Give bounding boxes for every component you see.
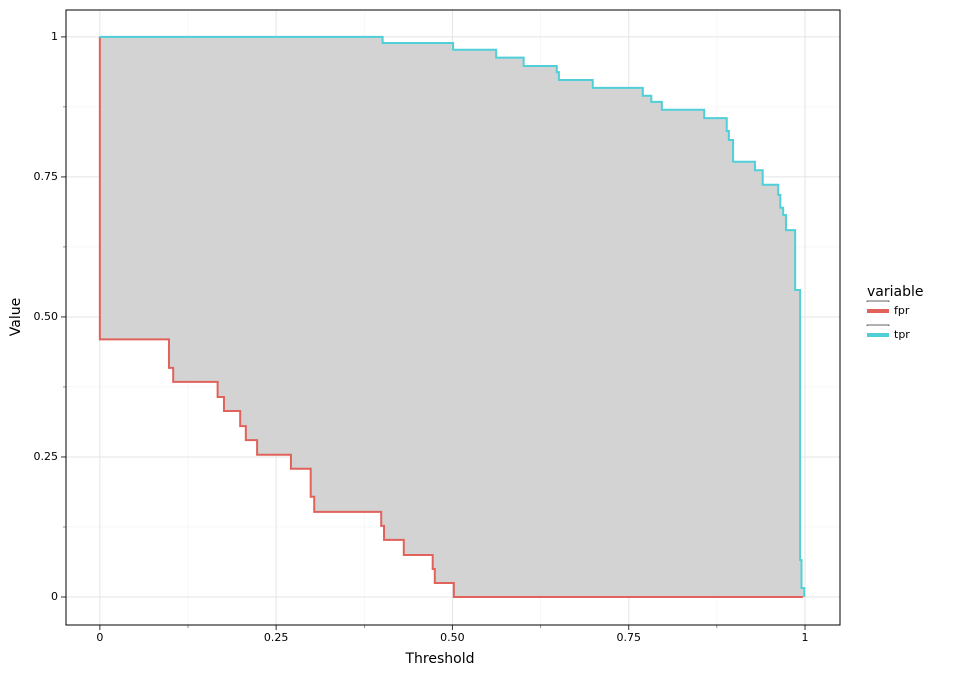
x-tick-label: 0.25	[264, 631, 289, 644]
legend-label: tpr	[894, 328, 910, 341]
y-tick-label: 0.50	[34, 310, 59, 323]
series-line	[99, 35, 806, 597]
x-tick-label: 1	[802, 631, 809, 644]
panel-border	[65, 9, 841, 626]
x-axis-title: Threshold	[405, 651, 475, 667]
x-tick-label: 0.50	[440, 631, 465, 644]
y-axis-title: Value	[8, 298, 24, 336]
legend-label: fpr	[894, 304, 910, 317]
y-tick-label: 0	[51, 590, 58, 603]
legend-title: variable	[867, 284, 923, 300]
y-tick-label: 1	[51, 30, 58, 43]
y-tick-label: 0.75	[34, 170, 59, 183]
series-line	[98, 36, 803, 598]
x-tick-label: 0.75	[616, 631, 641, 644]
ribbon	[99, 36, 805, 597]
y-tick-label: 0.25	[34, 450, 59, 463]
x-tick-label: 0	[96, 631, 103, 644]
